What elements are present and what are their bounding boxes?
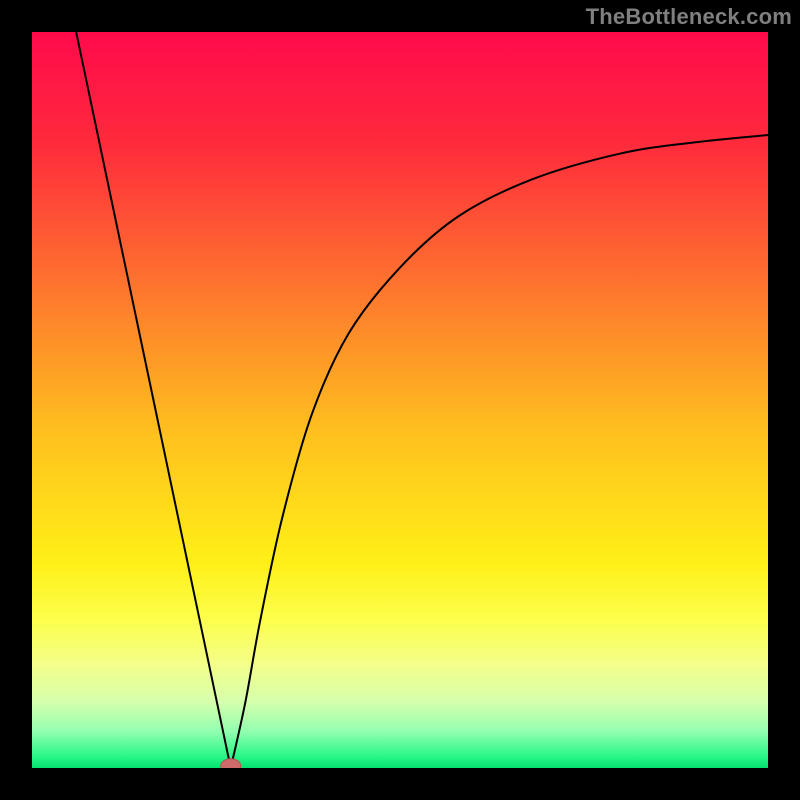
plot-area: [32, 32, 768, 768]
plot-svg: [32, 32, 768, 768]
chart-frame: TheBottleneck.com: [0, 0, 800, 800]
gradient-background: [32, 32, 768, 768]
watermark-text: TheBottleneck.com: [586, 4, 792, 30]
